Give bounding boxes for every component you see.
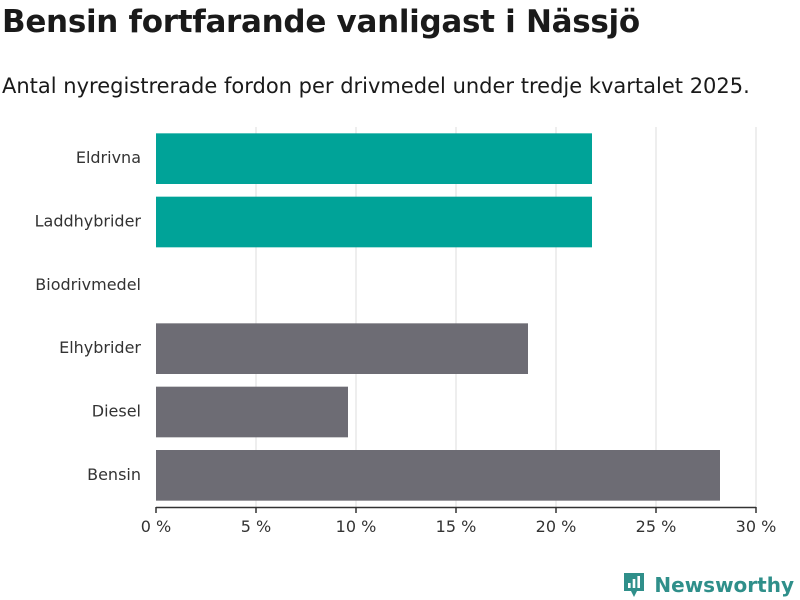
brand-logo[interactable]: Newsworthy — [622, 570, 794, 600]
x-tick-label: 5 % — [241, 517, 271, 536]
bars — [156, 133, 720, 501]
category-label: Elhybrider — [59, 338, 141, 357]
x-tick-label: 20 % — [536, 517, 577, 536]
brand-name: Newsworthy — [654, 573, 794, 597]
bar-chart: Eldrivna Laddhybrider Biodrivmedel Elhybrid… — [35, 127, 777, 536]
category-label: Biodrivmedel — [35, 275, 141, 294]
chart-title: Bensin fortfarande vanligast i Nässjö — [2, 4, 640, 40]
bar-bensin — [156, 450, 720, 501]
x-tick-label: 30 % — [736, 517, 777, 536]
category-label: Diesel — [92, 402, 141, 421]
gridlines — [255, 127, 757, 507]
chart-subtitle: Antal nyregistrerade fordon per drivmede… — [2, 74, 750, 98]
category-label: Laddhybrider — [35, 212, 142, 231]
category-label: Eldrivna — [76, 148, 141, 167]
axes: Eldrivna Laddhybrider Biodrivmedel Elhybrid… — [35, 148, 777, 536]
newsworthy-logo-icon — [624, 573, 645, 597]
x-tick-label: 15 % — [436, 517, 477, 536]
bar-diesel — [156, 386, 348, 438]
bar-eldrivna — [156, 133, 592, 184]
category-label: Bensin — [87, 465, 141, 484]
bar-laddhybrider — [156, 196, 592, 248]
bar-elhybrider — [156, 323, 528, 374]
x-tick-label: 10 % — [336, 517, 377, 536]
x-tick-label: 0 % — [141, 517, 171, 536]
x-tick-label: 25 % — [636, 517, 677, 536]
